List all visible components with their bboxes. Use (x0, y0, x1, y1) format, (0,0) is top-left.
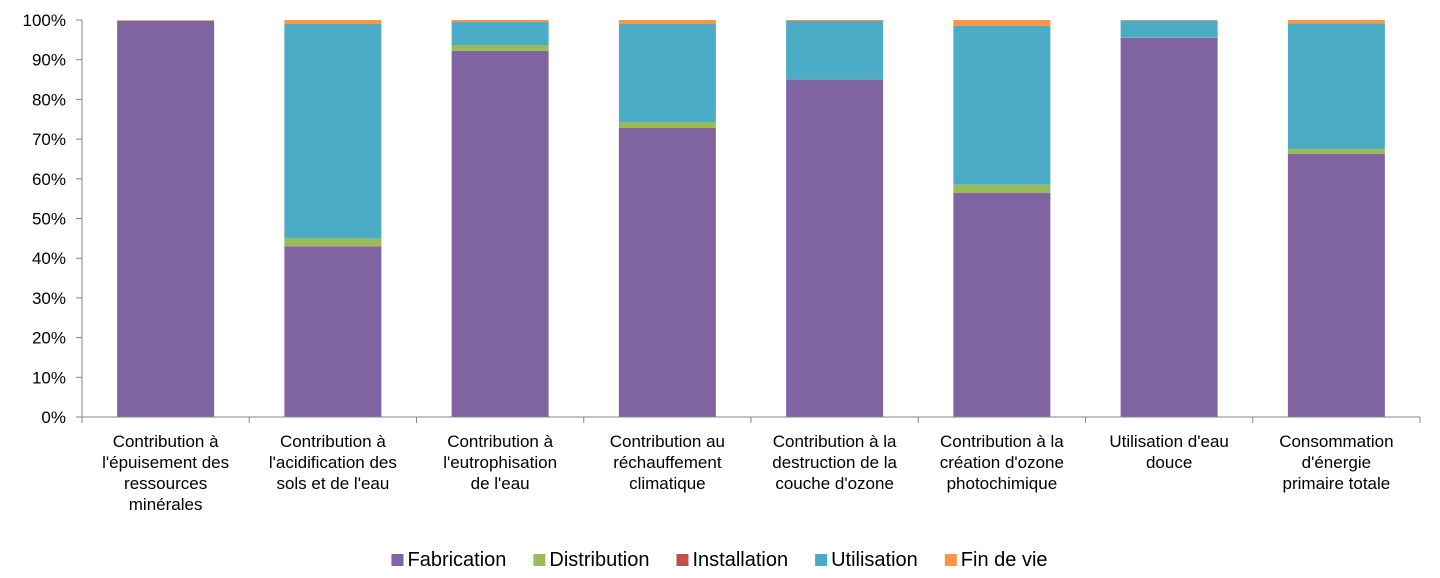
y-axis: 0% 10% 20% 30% 40% 50% 60% 70% 80% 90% 100% (23, 11, 83, 427)
bar-segment-fabrication (1287, 153, 1385, 417)
bar-segment-fin-de-vie (786, 20, 884, 21)
bar-segment-utilisation (1120, 20, 1218, 38)
bars (117, 20, 1385, 418)
bar-segment-utilisation (953, 25, 1051, 185)
bar-segment-fabrication (786, 79, 884, 418)
legend-swatch-distribution (533, 554, 546, 566)
legend-label: Fin de vie (961, 549, 1048, 571)
legend-items: Fabrication Distribution Installation Utili… (391, 549, 1048, 571)
y-tick-label: 20% (32, 329, 66, 348)
legend-swatch-installation (676, 554, 689, 566)
y-tick-label: 10% (32, 368, 66, 387)
bar-segment-utilisation (451, 21, 549, 46)
legend-label: Fabrication (407, 549, 506, 571)
bar-segment-utilisation (786, 20, 884, 80)
bar-segment-fin-de-vie (451, 20, 549, 22)
bar-segment-fin-de-vie (1120, 20, 1218, 21)
x-category-label: Contribution à l'épuisement des ressources… (102, 432, 229, 514)
bar-segment-distribution (953, 184, 1051, 193)
y-tick-label: 90% (32, 51, 66, 70)
legend-label: Installation (692, 549, 788, 571)
bar-segment-utilisation (1287, 23, 1385, 150)
bar-segment-fabrication (1120, 37, 1218, 418)
bar-segment-fin-de-vie (1287, 20, 1385, 24)
y-tick-label: 70% (32, 130, 66, 149)
legend-swatch-fabrication (391, 554, 404, 566)
bar-segment-fabrication (618, 127, 716, 417)
y-tick-label: 80% (32, 90, 66, 109)
legend: Fabrication Distribution Installation Utili… (391, 549, 1048, 571)
bar-segment-distribution (1287, 149, 1385, 154)
y-tick-label: 30% (32, 289, 66, 308)
y-tick-label: 40% (32, 249, 66, 268)
y-tick-label: 50% (32, 210, 66, 229)
bar-segment-fabrication (117, 20, 215, 417)
y-tick-label: 60% (32, 170, 66, 189)
legend-label: Utilisation (831, 549, 918, 571)
x-category-label: Consommation d'énergie primaire totale (1279, 432, 1393, 493)
x-category-label: Utilisation d'eau douce (1109, 432, 1228, 472)
y-tick-label: 100% (23, 11, 66, 30)
bar-segment-distribution (618, 122, 716, 128)
bar-segment-utilisation (284, 23, 382, 239)
legend-label: Distribution (549, 549, 649, 571)
legend-swatch-fin-de-vie (944, 554, 957, 566)
x-category-label: Contribution à l'acidification des sols et… (269, 432, 397, 493)
legend-swatch-utilisation (815, 554, 828, 566)
x-axis: Contribution à l'épuisement des ressources… (81, 416, 1421, 514)
y-tick-label: 0% (41, 408, 66, 427)
bar-segment-fin-de-vie (618, 20, 716, 24)
bar-segment-fabrication (953, 192, 1051, 417)
bar-segment-distribution (284, 238, 382, 247)
bar-segment-fin-de-vie (953, 20, 1051, 26)
bar-segment-fabrication (451, 50, 549, 417)
x-category-label: Contribution à la création d'ozone photoch… (940, 432, 1065, 493)
bar-segment-fabrication (284, 246, 382, 417)
x-category-label: Contribution à la destruction de la couche… (772, 432, 897, 493)
x-category-label: Contribution au réchauffement climatique (610, 432, 725, 493)
bar-segment-distribution (451, 45, 549, 51)
bar-segment-fin-de-vie (284, 20, 382, 24)
x-category-label: Contribution à l'eutrophisation de l'eau (443, 432, 557, 493)
bar-segment-utilisation (618, 23, 716, 123)
